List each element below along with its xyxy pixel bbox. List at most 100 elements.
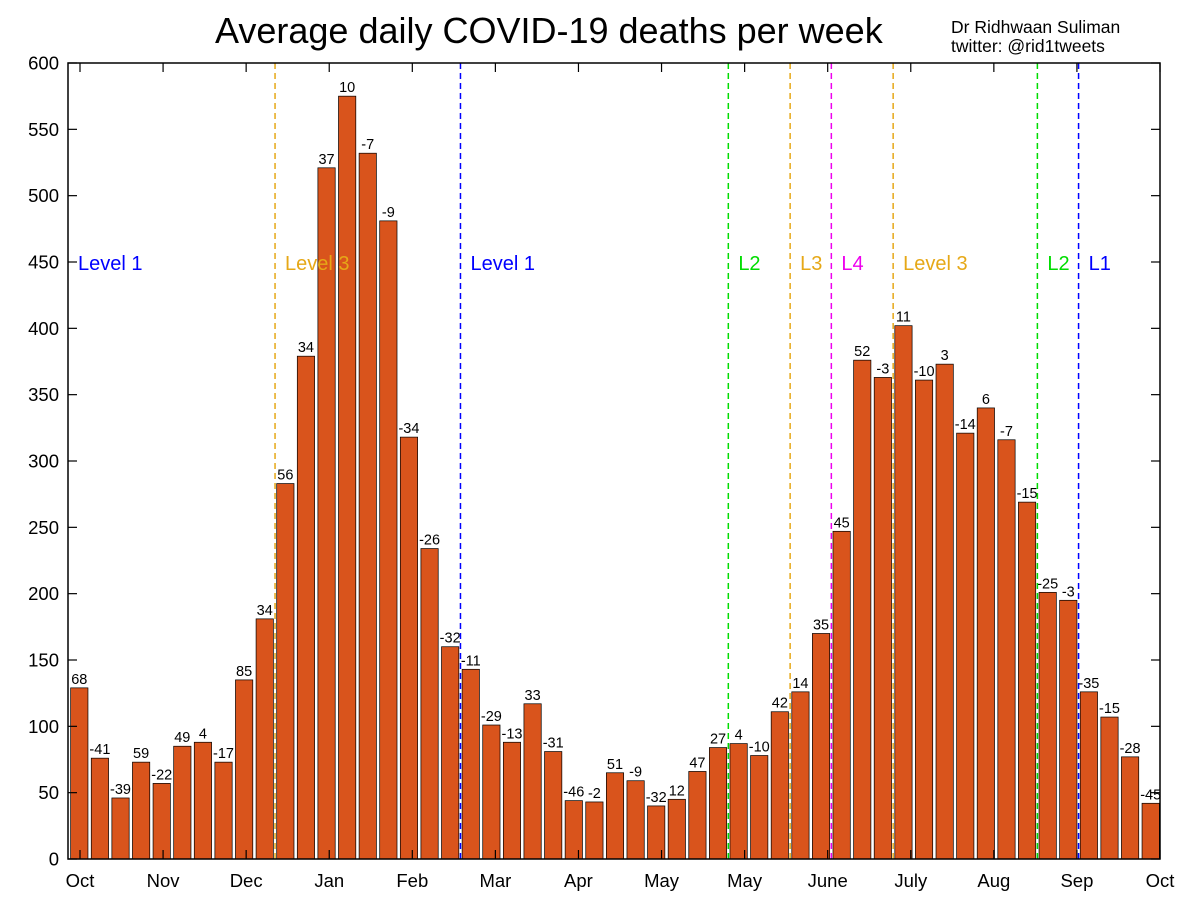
bar-label: 56 — [277, 468, 293, 484]
y-tick-label: 0 — [49, 849, 59, 870]
bar — [399, 436, 418, 860]
bar-label: 33 — [525, 688, 541, 704]
bar — [667, 798, 686, 860]
bar-label: 6 — [982, 392, 990, 408]
bar — [152, 783, 171, 860]
x-tick-label: Jan — [314, 870, 344, 891]
bar — [214, 761, 233, 860]
bar-label: 3 — [941, 348, 949, 364]
bar — [997, 439, 1016, 860]
bar — [111, 797, 130, 860]
bar-label: -11 — [461, 653, 481, 669]
y-tick-label: 600 — [28, 53, 59, 74]
bar-label: -15 — [1017, 486, 1038, 502]
bar-label: 47 — [689, 755, 705, 771]
x-tick-label: July — [894, 870, 928, 891]
bar-label: -32 — [440, 631, 461, 647]
bar-label: 4 — [199, 726, 207, 742]
bar — [976, 407, 995, 860]
x-tick-label: Aug — [977, 870, 1010, 891]
bar-label: -15 — [1099, 701, 1120, 717]
chart-title: Average daily COVID-19 deaths per week — [215, 10, 883, 51]
bar — [564, 800, 583, 860]
y-tick-label: 450 — [28, 252, 59, 273]
bar — [132, 761, 151, 860]
bar — [709, 747, 728, 860]
bar-label: 52 — [854, 344, 870, 360]
x-tick-label: Oct — [1146, 870, 1175, 891]
bar-label: 37 — [318, 152, 334, 168]
bar-label: 59 — [133, 746, 149, 762]
level-marker-label: L3 — [800, 253, 822, 275]
y-tick-label: 400 — [28, 318, 59, 339]
bar — [853, 359, 872, 860]
y-tick-label: 50 — [38, 782, 59, 803]
bar-label: 49 — [174, 730, 190, 746]
bar-label: -39 — [110, 782, 131, 798]
level-marker-label: Level 1 — [470, 253, 534, 275]
bar — [173, 745, 192, 860]
bar — [750, 755, 769, 860]
bar-label: -34 — [398, 421, 419, 437]
level-marker-label: Level 3 — [285, 253, 350, 275]
bar-label: 10 — [339, 80, 355, 96]
bar — [255, 618, 274, 860]
bar-label: -32 — [646, 790, 667, 806]
bar — [956, 432, 975, 860]
bar — [894, 325, 913, 860]
bar — [1100, 716, 1119, 860]
bar-label: -10 — [914, 364, 935, 380]
bar — [1121, 756, 1140, 860]
bar-label: 14 — [792, 676, 808, 692]
x-tick-label: Feb — [396, 870, 428, 891]
y-tick-label: 500 — [28, 185, 59, 206]
bar-label: -26 — [419, 533, 440, 549]
bar — [379, 220, 398, 860]
level-marker-label: L2 — [1047, 253, 1069, 275]
bar — [441, 646, 460, 860]
bar-label: 4 — [735, 728, 743, 744]
bar — [276, 483, 295, 860]
bar-label: 68 — [71, 672, 87, 688]
bar — [729, 743, 748, 860]
bar — [585, 801, 604, 860]
level-marker-label: L4 — [841, 253, 863, 275]
x-tick-label: Sep — [1060, 870, 1093, 891]
bar — [832, 530, 851, 860]
y-tick-label: 250 — [28, 517, 59, 538]
x-tick-label: June — [808, 870, 848, 891]
plot-frame — [67, 62, 1161, 860]
x-tick-label: Nov — [147, 870, 181, 891]
y-tick-label: 300 — [28, 451, 59, 472]
bar-label: 34 — [257, 603, 273, 619]
bar — [338, 95, 357, 860]
x-tick-label: Mar — [479, 870, 511, 891]
bar-label: -13 — [501, 726, 522, 742]
bar — [296, 355, 315, 860]
level-marker-label: L1 — [1089, 253, 1111, 275]
bar-label: -45 — [1140, 787, 1161, 803]
bar-label: -7 — [361, 137, 374, 153]
bar — [935, 363, 954, 860]
bar — [688, 771, 707, 860]
bar — [482, 724, 501, 860]
bar — [812, 633, 831, 860]
bar-label: -46 — [563, 785, 584, 801]
author-name: Dr Ridhwaan Suliman — [951, 17, 1121, 37]
bar-label: -35 — [1078, 676, 1099, 692]
bar — [420, 548, 439, 860]
x-tick-label: May — [727, 870, 763, 891]
author-credit: Dr Ridhwaan Suliman twitter: @rid1tweets — [951, 18, 1120, 56]
y-tick-label: 150 — [28, 650, 59, 671]
bar — [1079, 691, 1098, 860]
bar — [770, 711, 789, 860]
y-tick-label: 100 — [28, 716, 59, 737]
bar — [1141, 802, 1160, 860]
bar — [544, 751, 563, 860]
bar-label: -7 — [1000, 424, 1013, 440]
bar-label: -17 — [213, 746, 234, 762]
bar-label: -22 — [151, 767, 172, 783]
x-tick-label: Oct — [66, 870, 95, 891]
y-tick-label: 350 — [28, 384, 59, 405]
